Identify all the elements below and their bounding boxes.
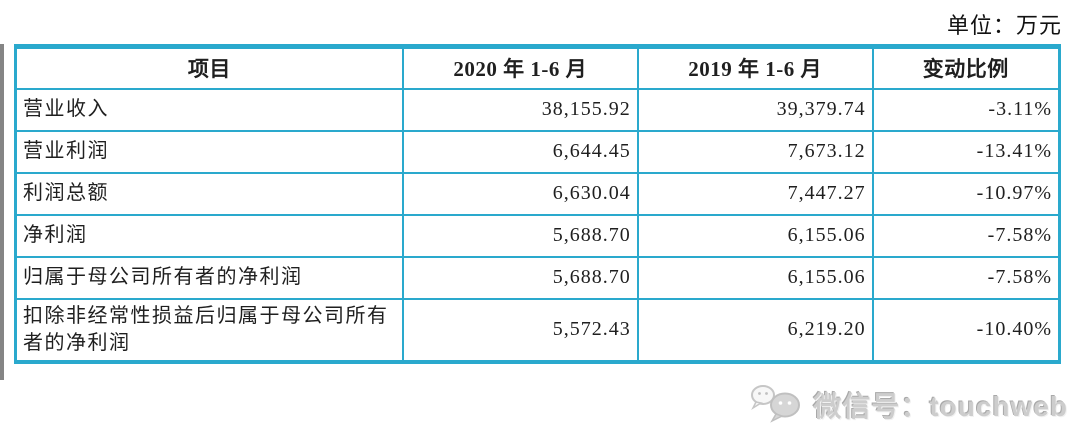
value-2020: 5,572.43: [401, 297, 639, 363]
table-row: 归属于母公司所有者的净利润 5,688.70 6,155.06 -7.58%: [14, 255, 1061, 300]
value-2020: 5,688.70: [401, 213, 639, 258]
table-row: 营业收入 38,155.92 39,379.74 -3.11%: [14, 87, 1061, 132]
row-label: 净利润: [14, 213, 404, 258]
unit-label: 单位：万元: [946, 13, 1062, 38]
row-label: 归属于母公司所有者的净利润: [14, 255, 404, 300]
row-label: 营业利润: [14, 129, 404, 174]
value-2019: 6,219.20: [636, 297, 874, 363]
table-row: 营业利润 6,644.45 7,673.12 -13.41%: [14, 129, 1061, 174]
watermark-text: 微信号：touchweb: [813, 391, 1068, 422]
table-row: 净利润 5,688.70 6,155.06 -7.58%: [14, 213, 1061, 258]
value-change: -3.11%: [871, 87, 1061, 132]
value-2020: 5,688.70: [401, 255, 639, 300]
value-change: -13.41%: [871, 129, 1061, 174]
value-change: -7.58%: [871, 255, 1061, 300]
column-header-2020: 2020 年 1-6 月: [401, 45, 639, 90]
value-2019: 7,673.12: [636, 129, 874, 174]
value-2019: 6,155.06: [636, 255, 874, 300]
value-2019: 39,379.74: [636, 87, 874, 132]
table-header-row: 项目 2020 年 1-6 月 2019 年 1-6 月 变动比例: [14, 45, 1061, 90]
table-row: 利润总额 6,630.04 7,447.27 -10.97%: [14, 171, 1061, 216]
column-header-2019: 2019 年 1-6 月: [636, 45, 874, 90]
value-2020: 38,155.92: [401, 87, 639, 132]
column-header-item: 项目: [14, 45, 404, 90]
value-2020: 6,644.45: [401, 129, 639, 174]
row-label: 扣除非经常性损益后归属于母公司所有者的净利润: [14, 297, 404, 363]
column-header-change: 变动比例: [871, 45, 1061, 90]
financial-comparison-table: 项目 2020 年 1-6 月 2019 年 1-6 月 变动比例 营业收入 3…: [14, 44, 1061, 364]
value-change: -7.58%: [871, 213, 1061, 258]
row-label: 营业收入: [14, 87, 404, 132]
wechat-watermark: 微信号：touchweb: [749, 381, 1068, 429]
row-label: 利润总额: [14, 171, 404, 216]
value-2019: 6,155.06: [636, 213, 874, 258]
wechat-icon: [751, 385, 801, 423]
value-2020: 6,630.04: [401, 171, 639, 216]
value-change: -10.97%: [871, 171, 1061, 216]
value-2019: 7,447.27: [636, 171, 874, 216]
page-edge-line: [0, 44, 4, 380]
table-row: 扣除非经常性损益后归属于母公司所有者的净利润 5,572.43 6,219.20…: [14, 297, 1061, 363]
value-change: -10.40%: [871, 297, 1061, 363]
